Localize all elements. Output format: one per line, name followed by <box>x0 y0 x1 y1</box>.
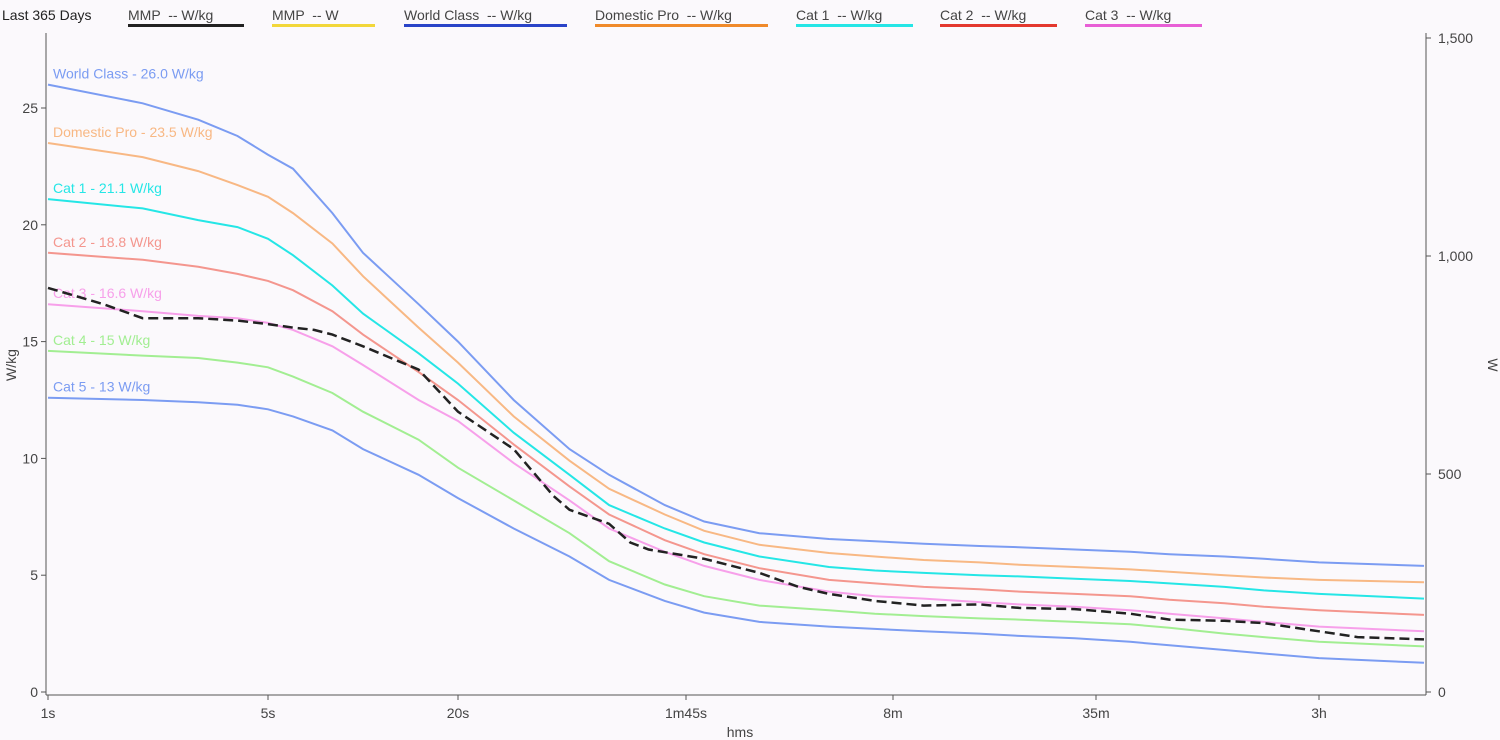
legend-swatch <box>272 24 375 27</box>
series-label: Cat 1 - 21.1 W/kg <box>53 180 162 196</box>
legend-item[interactable]: Domestic Pro -- W/kg <box>595 7 768 27</box>
series-label: Cat 5 - 13 W/kg <box>53 379 150 395</box>
legend-item[interactable]: World Class -- W/kg <box>404 7 567 27</box>
series-label: Cat 2 - 18.8 W/kg <box>53 234 162 250</box>
y2-axis-title: W <box>1485 358 1500 372</box>
series-line-cat-5[interactable] <box>47 396 1425 664</box>
y-tick-label: 0 <box>30 684 38 700</box>
legend-item-label: Cat 2 -- W/kg <box>940 7 1027 23</box>
y-tick-label: 15 <box>22 334 38 350</box>
legend-item[interactable]: Cat 2 -- W/kg <box>940 7 1057 27</box>
series-line-mmp[interactable] <box>47 286 1425 641</box>
chart-legend-bar: Last 365 Days MMP -- W/kg MMP -- W World C… <box>0 0 1500 28</box>
y-tick-label: 25 <box>22 100 38 116</box>
y-axis-title: W/kg <box>3 349 19 381</box>
series-line-cat-1[interactable] <box>47 198 1425 600</box>
legend-item-label: World Class -- W/kg <box>404 7 533 23</box>
y2-tick-label: 1,500 <box>1438 30 1473 46</box>
legend-swatch <box>1085 24 1202 27</box>
series-label: Cat 4 - 15 W/kg <box>53 332 150 348</box>
legend-item-label: MMP -- W <box>272 7 339 23</box>
x-tick-label: 35m <box>1082 705 1109 721</box>
y2-tick-label: 500 <box>1438 466 1462 482</box>
legend-item-label: Cat 3 -- W/kg <box>1085 7 1172 23</box>
legend-item[interactable]: MMP -- W/kg <box>128 7 244 27</box>
y-tick-label: 5 <box>30 567 38 583</box>
legend-swatch <box>404 24 567 27</box>
series-line-cat-4[interactable] <box>47 349 1425 648</box>
legend-item[interactable]: Cat 3 -- W/kg <box>1085 7 1202 27</box>
y2-tick-label: 1,000 <box>1438 248 1473 264</box>
legend-item-label: Domestic Pro -- W/kg <box>595 7 732 23</box>
x-tick-label: 8m <box>883 705 902 721</box>
series-label: Domestic Pro - 23.5 W/kg <box>53 124 213 140</box>
x-axis-title: hms <box>727 724 753 740</box>
x-tick-label: 1s <box>41 705 56 721</box>
y2-tick-label: 0 <box>1438 684 1446 700</box>
legend-item[interactable]: Cat 1 -- W/kg <box>796 7 913 27</box>
x-tick-label: 3h <box>1311 705 1327 721</box>
legend-swatch <box>128 24 244 27</box>
legend-swatch <box>940 24 1057 27</box>
series-line-cat-2[interactable] <box>47 251 1425 616</box>
x-tick-label: 1m45s <box>665 705 707 721</box>
date-range-label[interactable]: Last 365 Days <box>2 7 92 23</box>
series-line-cat-3[interactable] <box>47 303 1425 633</box>
legend-item-label: Cat 1 -- W/kg <box>796 7 883 23</box>
legend-swatch <box>595 24 768 27</box>
series-line-world-class[interactable] <box>47 83 1425 567</box>
y-tick-label: 10 <box>22 450 38 466</box>
x-tick-label: 20s <box>447 705 470 721</box>
y-tick-label: 20 <box>22 217 38 233</box>
legend-swatch <box>796 24 913 27</box>
legend-item[interactable]: MMP -- W <box>272 7 375 27</box>
x-tick-label: 5s <box>261 705 276 721</box>
series-label: World Class - 26.0 W/kg <box>53 66 204 82</box>
legend-item-label: MMP -- W/kg <box>128 7 214 23</box>
series-line-domestic-pro[interactable] <box>47 142 1425 584</box>
